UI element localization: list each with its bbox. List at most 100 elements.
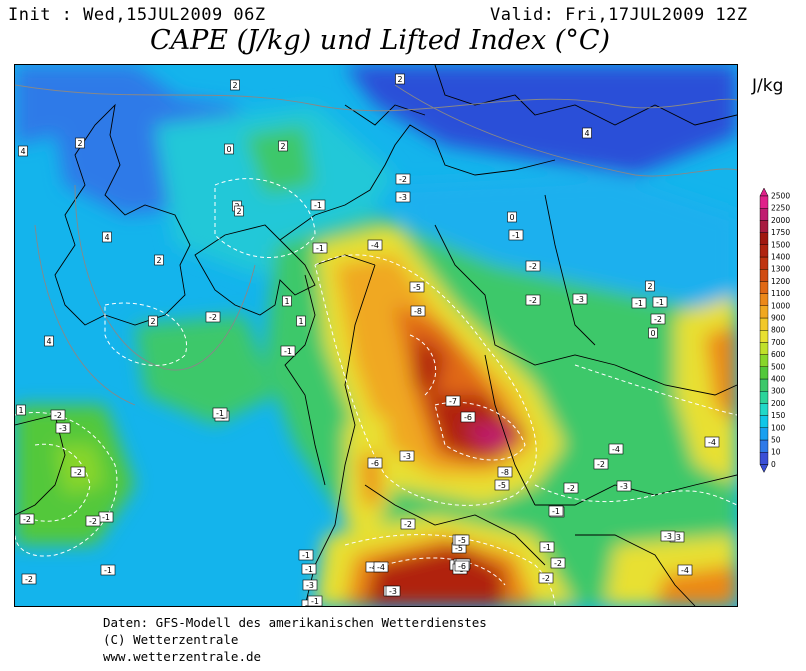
map-title: CAPE (J/kg) und Lifted Index (°C) [149,25,611,56]
lifted-index-label: -1 [212,407,228,419]
footer-copyright: (C) Wetterzentrale [103,632,239,647]
colorbar-unit: J/kg [752,76,784,96]
colorbar-segment [759,317,769,331]
colorbar-tick-label: 2250 [771,204,790,213]
svg-text:4: 4 [104,233,109,242]
colorbar-segment [759,342,769,355]
svg-text:2: 2 [156,256,161,265]
svg-text:-6: -6 [371,459,379,468]
lifted-index-label: 1 [282,295,292,307]
colorbar: 0 10 50 100 150 200 300 400 500 600 700 800 900 1000 1… [759,186,790,486]
lifted-index-label: -7 [445,395,461,407]
lifted-index-contours [15,178,737,606]
colorbar-segment [759,256,769,270]
lifted-index-label: -1 [508,229,524,241]
lifted-index-label: -3 [660,530,676,542]
lifted-index-label: -3 [385,585,401,597]
lifted-index-label: 4 [582,127,592,139]
lifted-index-label: 0 [507,211,517,223]
svg-text:4: 4 [584,129,589,138]
lifted-index-label: -2 [19,513,35,525]
lifted-index-label: -2 [538,572,554,584]
colorbar-segment [759,232,769,245]
colorbar-segment [759,415,769,429]
lifted-index-label: -1 [539,541,555,553]
lifted-index-label: -2 [525,260,541,272]
colorbar-tick-label: 2500 [771,192,790,201]
svg-text:-6: -6 [464,413,472,422]
lifted-index-label: -3 [616,480,632,492]
colorbar-segment [759,403,769,416]
svg-text:-1: -1 [104,566,112,575]
colorbar-segment [759,439,769,453]
lifted-index-label: -3 [399,450,415,462]
colorbar-segment [759,354,769,368]
svg-text:-2: -2 [74,468,82,477]
colorbar-tick-label: 1200 [771,277,790,286]
lifted-index-label: 2 [645,280,655,292]
svg-text:2: 2 [150,317,155,326]
svg-text:-2: -2 [54,411,62,420]
lifted-index-label: -5 [454,534,470,546]
colorbar-svg: 0 10 50 100 150 200 300 400 500 600 700 800 900 1000 1… [759,187,790,473]
lifted-index-label: -4 [367,239,383,251]
lifted-index-label: 2 [395,73,405,85]
lifted-index-label: -6 [460,411,476,423]
svg-text:0: 0 [509,213,514,222]
svg-text:-5: -5 [498,481,506,490]
colorbar-tick-label: 1400 [771,253,790,262]
svg-text:-4: -4 [612,445,620,454]
lifted-index-label: -1 [631,297,647,309]
svg-text:-1: -1 [102,513,110,522]
svg-text:-6: -6 [458,562,466,571]
svg-text:-5: -5 [458,536,466,545]
svg-text:-1: -1 [284,347,292,356]
colorbar-segment [759,427,769,441]
lifted-index-label: 4 [44,335,54,347]
svg-text:-4: -4 [708,438,716,447]
colorbar-tick-label: 0 [771,460,776,469]
colorbar-bottom-arrow [759,464,769,473]
svg-text:1: 1 [284,297,289,306]
lifted-index-label: -3 [302,579,318,591]
colorbar-tick-label: 700 [771,338,786,347]
svg-text:-1: -1 [543,543,551,552]
lifted-index-label: -2 [550,557,566,569]
colorbar-segment [759,281,769,294]
colorbar-segment [759,378,769,392]
colorbar-tick-label: 900 [771,314,786,323]
colorbar-tick-label: 500 [771,362,786,371]
svg-text:2: 2 [647,282,652,291]
lifted-index-label: 0 [648,327,658,339]
colorbar-tick-label: 10 [771,448,781,457]
colorbar-tick-label: 1100 [771,289,790,298]
colorbar-segment [759,293,769,306]
colorbar-tick-label: 1750 [771,228,790,237]
lifted-index-label: -2 [593,458,609,470]
svg-text:-1: -1 [216,409,224,418]
svg-text:-4: -4 [371,241,379,250]
svg-text:0: 0 [650,329,655,338]
cape-map: 2244202-2-324-1-40-12-21-5-22-1-21-8-324… [14,64,738,607]
lifted-index-label: -2 [85,515,101,527]
svg-text:1: 1 [18,406,23,415]
lifted-index-label: -4 [677,564,693,576]
svg-text:-2: -2 [529,296,537,305]
svg-text:0: 0 [226,145,231,154]
lifted-index-label: -4 [704,436,720,448]
footer-source: Daten: GFS-Modell des amerikanischen Wet… [103,615,487,630]
lifted-index-label: -5 [409,281,425,293]
lifted-index-label: 1 [296,315,306,327]
lifted-index-label: -1 [100,564,116,576]
svg-text:-1: -1 [305,565,313,574]
lifted-index-label: 2 [75,137,85,149]
colorbar-tick-label: 600 [771,350,786,359]
svg-text:-2: -2 [542,574,550,583]
colorbar-tick-label: 1300 [771,265,790,274]
svg-text:-3: -3 [620,482,628,491]
svg-text:-5: -5 [455,544,463,553]
cape-field [15,65,737,606]
colorbar-segment [759,329,769,343]
lifted-index-label: 2 [234,205,244,217]
svg-text:-5: -5 [413,283,421,292]
